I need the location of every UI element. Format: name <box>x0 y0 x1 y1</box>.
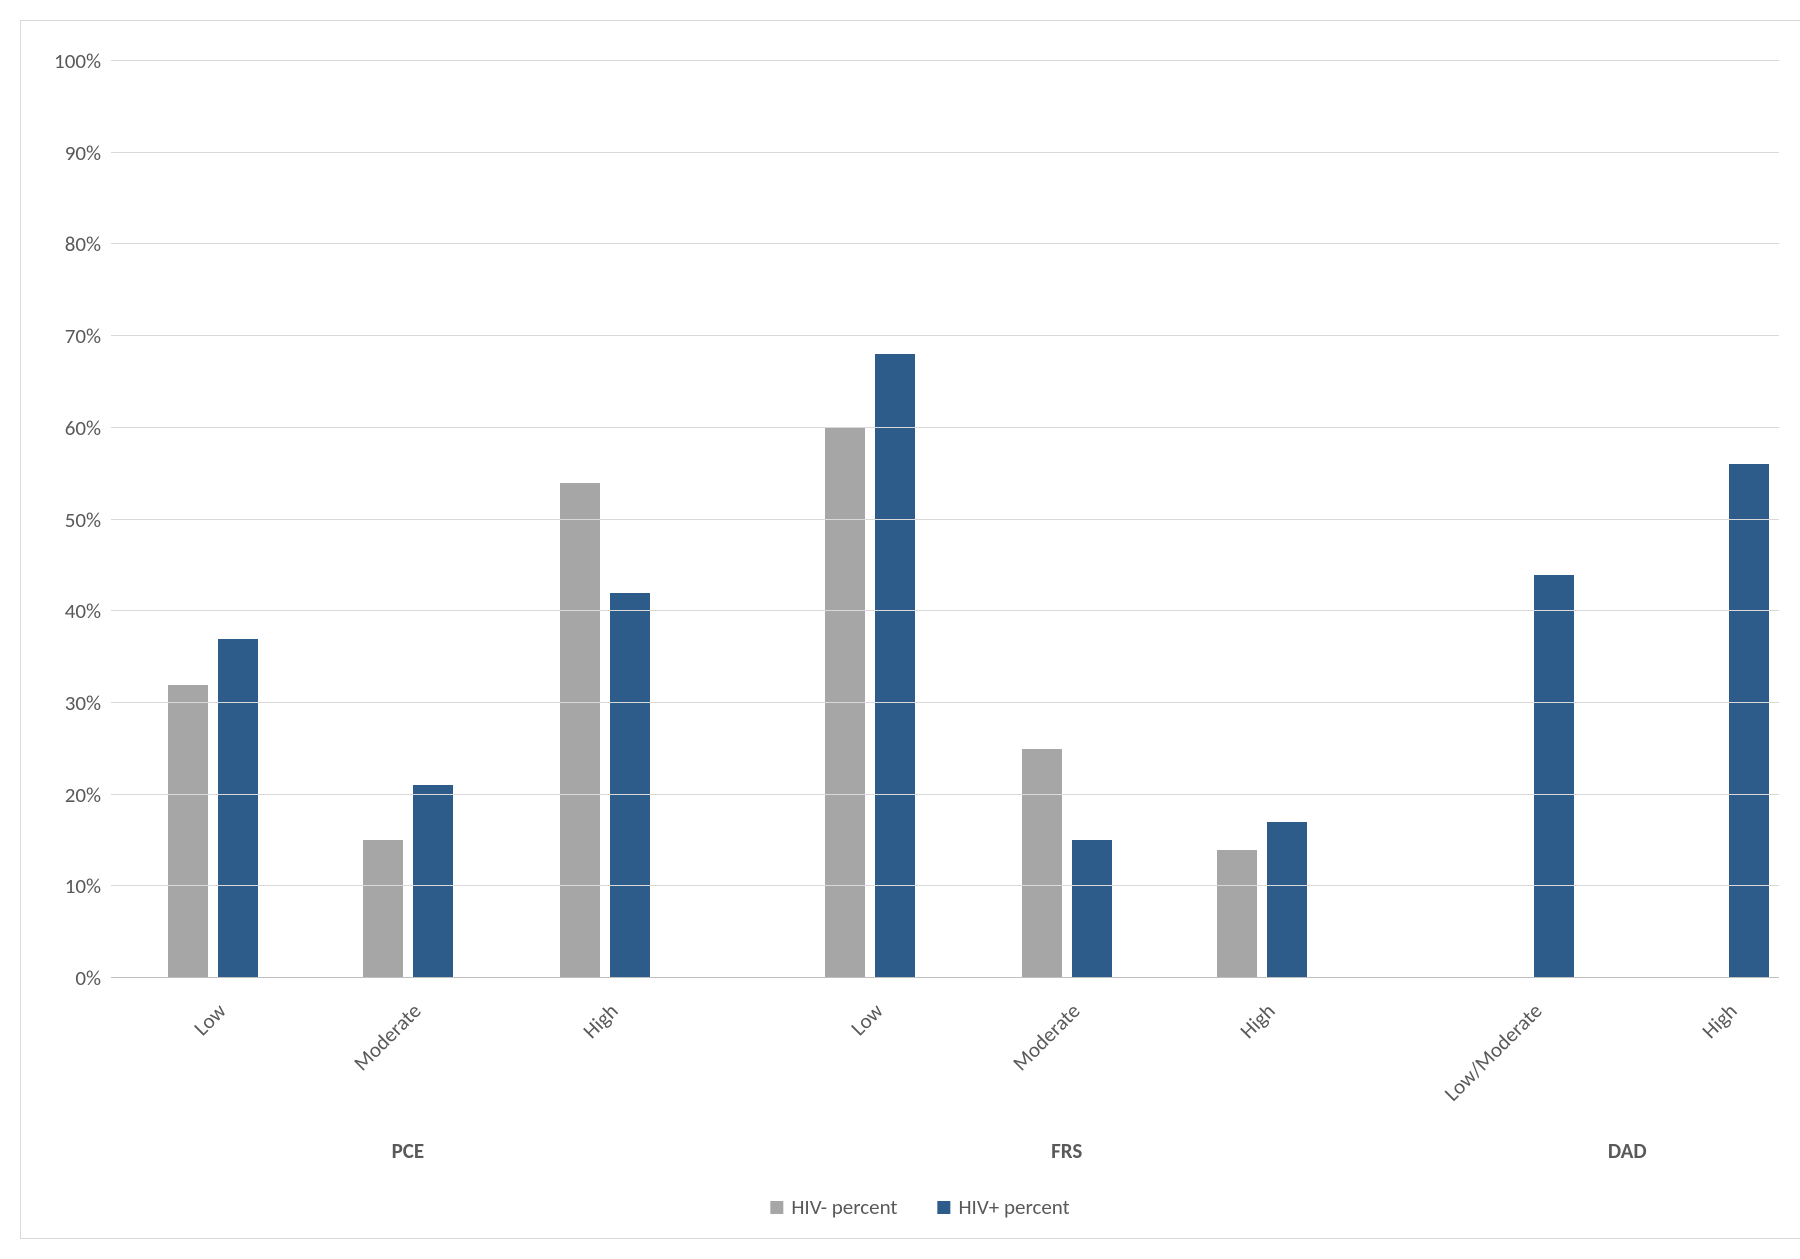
bar <box>1217 850 1257 978</box>
grid-line <box>111 519 1779 520</box>
grid-line <box>111 335 1779 336</box>
y-tick-label: 50% <box>65 507 111 533</box>
bar <box>363 840 403 978</box>
y-tick-label: 90% <box>65 140 111 166</box>
x-axis-labels: LowModerateHighPCELowModerateHighFRSLow/… <box>111 988 1779 1128</box>
bar <box>1729 464 1769 978</box>
plot-area: 0%10%20%30%40%50%60%70%80%90%100% <box>111 61 1779 978</box>
x-tick-label: Low/Moderate <box>1439 998 1548 1107</box>
x-tick-label: High <box>577 998 623 1044</box>
grid-line <box>111 60 1779 61</box>
legend-label: HIV+ percent <box>958 1194 1069 1220</box>
y-tick-label: 10% <box>65 873 111 899</box>
bar <box>560 483 600 978</box>
grid-line <box>111 885 1779 886</box>
chart-container: 0%10%20%30%40%50%60%70%80%90%100% LowMod… <box>20 20 1800 1239</box>
grid-line <box>111 977 1779 978</box>
grid-line <box>111 702 1779 703</box>
bar <box>610 593 650 978</box>
grid-line <box>111 610 1779 611</box>
x-tick-label: Moderate <box>1007 998 1085 1076</box>
x-group-label: DAD <box>1608 1138 1647 1164</box>
y-tick-label: 0% <box>75 965 111 991</box>
y-tick-label: 70% <box>65 323 111 349</box>
grid-line <box>111 427 1779 428</box>
legend-swatch-icon <box>770 1201 783 1214</box>
x-group-label: PCE <box>392 1138 425 1164</box>
x-tick-label: Low <box>845 998 888 1041</box>
x-tick-label: Moderate <box>348 998 426 1076</box>
bar <box>1072 840 1112 978</box>
bar <box>413 785 453 978</box>
x-tick-label: Low <box>188 998 231 1041</box>
bars-layer <box>111 61 1779 978</box>
grid-line <box>111 152 1779 153</box>
legend-item-series-0: HIV- percent <box>770 1194 897 1220</box>
bar <box>218 639 258 978</box>
y-tick-label: 20% <box>65 782 111 808</box>
x-group-label: FRS <box>1051 1138 1082 1164</box>
x-tick-label: High <box>1696 998 1742 1044</box>
legend-swatch-icon <box>937 1201 950 1214</box>
bar <box>168 685 208 978</box>
bar <box>1022 749 1062 978</box>
legend: HIV- percent HIV+ percent <box>770 1194 1069 1220</box>
y-tick-label: 100% <box>54 48 111 74</box>
grid-line <box>111 794 1779 795</box>
bar <box>825 428 865 978</box>
y-tick-label: 30% <box>65 690 111 716</box>
bar <box>1267 822 1307 978</box>
y-tick-label: 60% <box>65 415 111 441</box>
x-tick-label: High <box>1234 998 1280 1044</box>
y-tick-label: 40% <box>65 598 111 624</box>
bar <box>1534 575 1574 978</box>
y-tick-label: 80% <box>65 231 111 257</box>
legend-label: HIV- percent <box>791 1194 897 1220</box>
grid-line <box>111 243 1779 244</box>
legend-item-series-1: HIV+ percent <box>937 1194 1069 1220</box>
